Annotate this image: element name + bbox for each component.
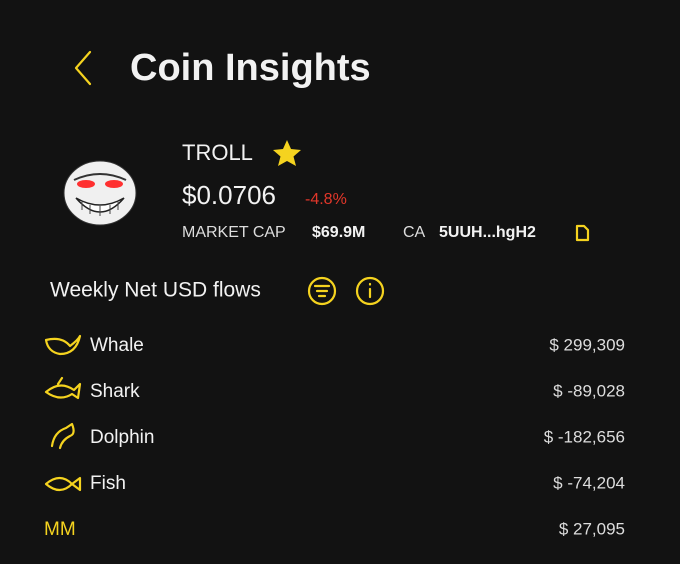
category-label: Dolphin [90, 427, 154, 448]
favorite-star[interactable] [273, 140, 301, 166]
filter-icon[interactable] [307, 276, 337, 306]
value-label: $ -89,028 [553, 381, 625, 400]
back-button[interactable] [74, 50, 92, 86]
value-label: $ -182,656 [544, 427, 625, 446]
market-cap: $69.9M [312, 224, 365, 241]
coin-avatar [63, 160, 137, 226]
info-icon[interactable] [355, 276, 385, 306]
price-change: -4.8% [305, 191, 347, 208]
fish-icon [44, 476, 82, 492]
value-label: $ 299,309 [549, 335, 625, 354]
copy-icon[interactable] [575, 224, 590, 242]
ca-address: 5UUH...hgH2 [439, 224, 536, 241]
whale-icon [44, 334, 82, 356]
value-label: $ -74,204 [553, 473, 625, 492]
page-title: Coin Insights [130, 47, 371, 89]
category-label: Whale [90, 335, 144, 356]
market-cap-label: MARKET CAP [182, 224, 286, 241]
value-label: $ 27,095 [559, 519, 625, 538]
category-label: Shark [90, 381, 140, 402]
section-title: Weekly Net USD flows [50, 279, 261, 302]
category-label: MM [44, 519, 76, 540]
coin-name: TROLL [182, 140, 253, 165]
dolphin-icon [50, 422, 75, 450]
coin-price: $0.0706 [182, 180, 276, 210]
category-label: Fish [90, 473, 126, 494]
shark-icon [44, 376, 82, 400]
ca-label: CA [403, 224, 426, 241]
